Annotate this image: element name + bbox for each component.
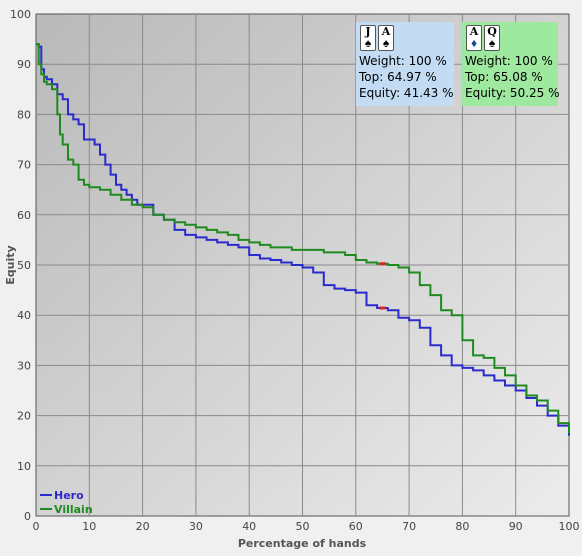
villain-card-2: Q ♠ (484, 25, 500, 51)
hero-card-1: J ♠ (360, 25, 376, 51)
x-tick-label: 100 (559, 520, 580, 533)
y-tick-label: 10 (17, 460, 31, 473)
villain-info-panel: A ♦ Q ♠ Weight: 100 % Top: 65.08 % Equit… (462, 22, 560, 106)
series-markers (379, 262, 386, 310)
legend-hero-label: Hero (54, 489, 84, 502)
x-tick-label: 50 (296, 520, 310, 533)
card-rank: J (365, 25, 371, 38)
equity-marker-villain (379, 262, 386, 266)
x-tick-label: 90 (509, 520, 523, 533)
x-tick-label: 20 (136, 520, 150, 533)
x-tick-label: 60 (349, 520, 363, 533)
x-tick-label: 70 (402, 520, 416, 533)
y-tick-label: 100 (10, 8, 31, 21)
y-tick-label: 0 (24, 510, 31, 523)
y-axis-label: Equity (4, 245, 17, 284)
hero-info-panel: J ♠ A ♠ Weight: 100 % Top: 64.97 % Equit… (356, 22, 454, 106)
spade-suit-icon: ♠ (364, 36, 372, 50)
series-line-hero (36, 43, 570, 436)
villain-cards: A ♦ Q ♠ (466, 25, 555, 51)
x-tick-label: 10 (82, 520, 96, 533)
spade-suit-icon: ♠ (488, 36, 496, 50)
diamond-suit-icon: ♦ (470, 36, 478, 50)
hero-top: Top: 64.97 % (359, 70, 437, 84)
card-rank: Q (487, 25, 497, 38)
y-tick-label: 50 (17, 259, 31, 272)
x-tick-label: 30 (189, 520, 203, 533)
equity-marker-hero (379, 306, 386, 310)
villain-card-1: A ♦ (466, 25, 482, 51)
axis-ticks: 0 10 20 30 40 50 60 70 80 90 100 0 10 20 30 40 50 60 70 80 9… (10, 8, 580, 533)
x-tick-label: 80 (455, 520, 469, 533)
y-tick-label: 20 (17, 410, 31, 423)
hero-cards: J ♠ A ♠ (360, 25, 451, 51)
hero-equity: Equity: 41.43 % (359, 86, 454, 100)
series-line-villain (36, 43, 570, 434)
x-tick-label: 40 (242, 520, 256, 533)
y-tick-label: 40 (17, 309, 31, 322)
card-rank: A (381, 25, 391, 38)
y-tick-label: 70 (17, 159, 31, 172)
legend-villain-label: Villain (54, 503, 93, 516)
x-tick-label: 0 (33, 520, 40, 533)
villain-weight: Weight: 100 % (465, 54, 553, 68)
villain-equity: Equity: 50.25 % (465, 86, 560, 100)
hero-card-2: A ♠ (378, 25, 394, 51)
series-lines (36, 43, 570, 436)
x-axis-label: Percentage of hands (238, 537, 367, 550)
legend: Hero Villain (40, 489, 93, 516)
hero-weight: Weight: 100 % (359, 54, 447, 68)
spade-suit-icon: ♠ (382, 36, 390, 50)
y-tick-label: 90 (17, 58, 31, 71)
y-tick-label: 60 (17, 209, 31, 222)
y-tick-label: 30 (17, 359, 31, 372)
villain-top: Top: 65.08 % (465, 70, 543, 84)
card-rank: A (469, 25, 479, 38)
y-tick-label: 80 (17, 108, 31, 121)
